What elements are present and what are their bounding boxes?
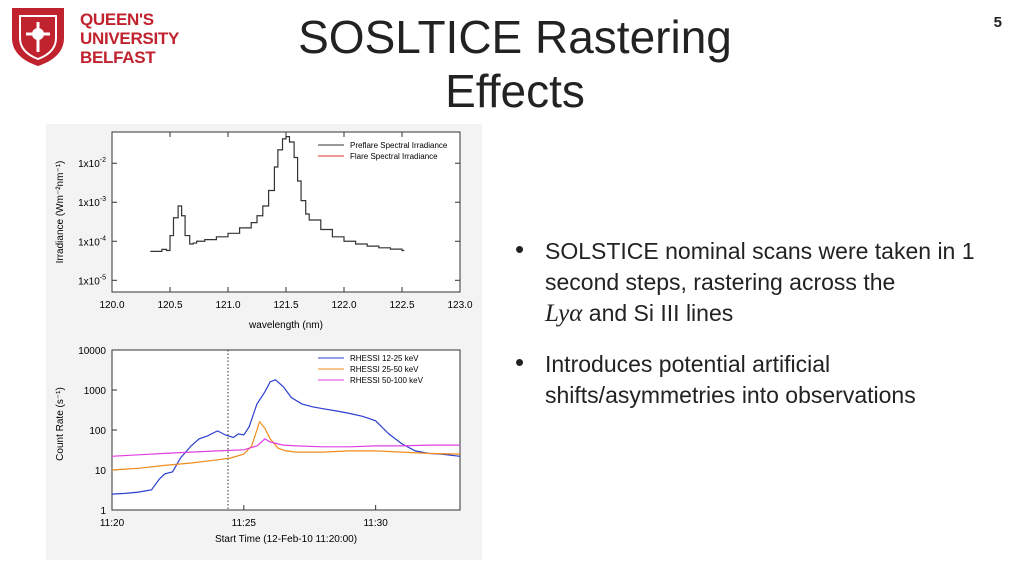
bullet-item-1: • SOLSTICE nominal scans were taken in 1…: [515, 234, 995, 329]
rhessi-y-tick-label: 10000: [78, 346, 106, 357]
series-line-rhessi-12-25: [111, 379, 461, 495]
spectrum-y-tick-label: 1x10-2: [78, 157, 106, 170]
rhessi-y-tick-label: 10: [95, 466, 107, 477]
legend-label-rhessi-25-50: RHESSI 25-50 keV: [350, 365, 419, 374]
bullet-item-2: • Introduces potential artificial shifts…: [515, 347, 995, 411]
spectrum-x-tick-label: 122.0: [331, 300, 356, 311]
bullet-1-text: SOLSTICE nominal scans were taken in 1 s…: [545, 238, 975, 295]
rhessi-y-tick-label: 100: [89, 426, 106, 437]
spectrum-x-tick-label: 120.5: [157, 300, 182, 311]
rhessi-plot-area: [111, 349, 461, 511]
spectrum-x-tick-label: 121.5: [273, 300, 298, 311]
spectrum-axis-ticks: 120.0 120.5 121.0 121.5 122.0 122.5 123.0 1x10-…: [78, 132, 473, 311]
logo-line-3: BELFAST: [80, 48, 156, 67]
spectrum-x-tick-label: 123.0: [447, 300, 472, 311]
rhessi-y-tick-label: 1000: [84, 386, 107, 397]
legend-label-rhessi-50-100: RHESSI 50-100 keV: [350, 376, 424, 385]
logo-wordmark: QUEEN'S UNIVERSITY BELFAST: [80, 10, 179, 67]
spectrum-x-tick-label: 121.0: [215, 300, 240, 311]
bullet-1-text-after: and Si III lines: [588, 300, 734, 326]
bullet-dot-icon: •: [515, 234, 525, 264]
rhessi-y-tick-label: 1: [100, 506, 106, 517]
charts-svg: 120.0 120.5 121.0 121.5 122.0 122.5 123.0 1x10-…: [55, 131, 473, 545]
rhessi-series: [111, 379, 461, 495]
logo-line-1: QUEEN'S: [80, 10, 154, 29]
rhessi-axis-ticks: 11:20 11:25 11:30 10000 1000 100 10 1: [78, 346, 388, 529]
rhessi-x-tick-label: 11:20: [100, 518, 125, 529]
bullet-2-text: Introduces potential artificial shifts/a…: [545, 351, 916, 408]
logo-line-2: UNIVERSITY: [80, 29, 180, 48]
spectrum-legend: Preflare Spectral Irradiance Flare Spect…: [318, 141, 448, 161]
spectrum-plot-area: [111, 131, 461, 293]
spectrum-x-tick-label: 120.0: [99, 300, 124, 311]
series-line-preflare: [150, 136, 405, 252]
spectrum-chart: 120.0 120.5 121.0 121.5 122.0 122.5 123.0 1x10-…: [55, 131, 473, 331]
legend-label-flare: Flare Spectral Irradiance: [350, 152, 438, 161]
series-line-rhessi-50-100: [111, 438, 460, 457]
spectrum-x-tick-label: 122.5: [389, 300, 414, 311]
rhessi-x-axis-label: Start Time (12-Feb-10 11:20:00): [215, 534, 357, 545]
bullet-list: • SOLSTICE nominal scans were taken in 1…: [515, 234, 995, 431]
spectrum-x-axis-label: wavelength (nm): [248, 320, 323, 331]
bullet-dot-icon: •: [515, 347, 525, 377]
figure-panel: 120.0 120.5 121.0 121.5 122.0 122.5 123.0 1x10-…: [46, 124, 482, 560]
rhessi-x-tick-label: 11:30: [363, 518, 388, 529]
legend-label-rhessi-12-25: RHESSI 12-25 keV: [350, 354, 419, 363]
spectrum-series: [150, 136, 405, 252]
spectrum-y-tick-label: 1x10-3: [78, 196, 106, 209]
spectrum-y-tick-label: 1x10-4: [78, 235, 106, 248]
rhessi-x-tick-label: 11:25: [232, 518, 257, 529]
series-line-rhessi-25-50: [111, 420, 461, 471]
spectrum-y-tick-label: 1x10-5: [78, 274, 106, 287]
rhessi-y-axis-label: Count Rate (s⁻¹): [55, 387, 66, 461]
crest-icon: [12, 8, 64, 66]
rhessi-chart: 11:20 11:25 11:30 10000 1000 100 10 1 RHESSI 12…: [55, 346, 461, 545]
university-logo: QUEEN'S UNIVERSITY BELFAST: [10, 6, 180, 70]
slide-title: SOSLTICE Rastering Effects: [298, 11, 732, 117]
bullet-1-math: Lyα: [545, 300, 583, 327]
page-number: 5: [993, 14, 1002, 31]
spectrum-y-axis-label: Irradiance (Wm⁻²nm⁻¹): [55, 161, 66, 264]
rhessi-legend: RHESSI 12-25 keV RHESSI 25-50 keV RHESSI…: [318, 354, 424, 385]
legend-label-preflare: Preflare Spectral Irradiance: [350, 141, 448, 150]
